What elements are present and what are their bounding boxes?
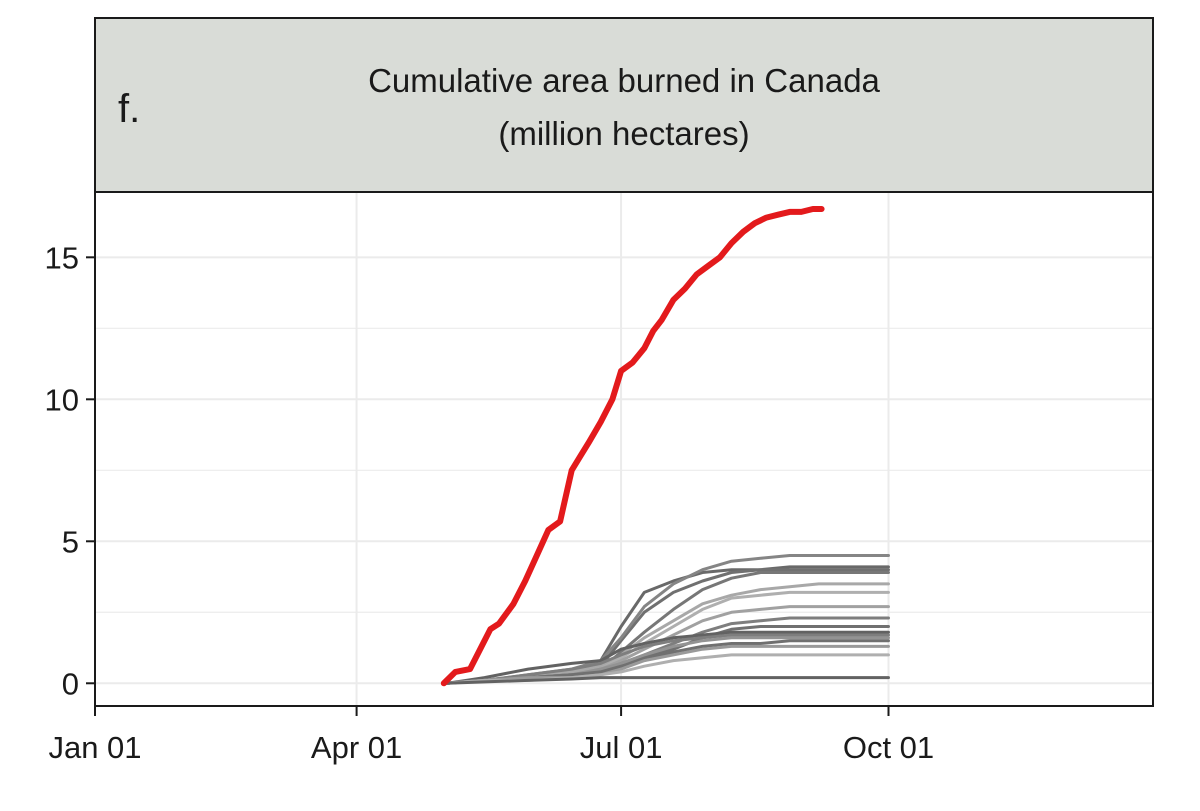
plot-panel <box>95 192 1153 706</box>
y-tick-label: 5 <box>62 524 79 559</box>
current-year-series-group <box>440 206 825 687</box>
historical-series-line-11 <box>445 633 890 685</box>
facet-strip <box>94 17 1154 193</box>
y-tick-label: 0 <box>62 666 79 701</box>
grid <box>94 192 1153 706</box>
y-tick-label: 10 <box>45 382 79 417</box>
panel-label: f. <box>118 87 140 131</box>
x-tick-label: Jul 01 <box>580 730 663 765</box>
historical-series-line-10 <box>445 630 890 685</box>
x-tick-label: Oct 01 <box>843 730 934 765</box>
y-tick-label: 15 <box>45 240 79 275</box>
x-axis: Jan 01 Apr 01 Jul 01 Oct 01 <box>48 706 934 765</box>
y-axis: 0 5 10 15 <box>45 240 95 701</box>
historical-series-group <box>445 554 890 685</box>
chart-title-line1: Cumulative area burned in Canada <box>368 62 880 99</box>
x-tick-label: Jan 01 <box>48 730 141 765</box>
historical-series-line-16 <box>445 676 890 685</box>
current-year-series-line <box>440 206 825 687</box>
plot-border <box>94 191 1154 707</box>
x-tick-label: Apr 01 <box>311 730 402 765</box>
chart-title-line2: (million hectares) <box>498 115 749 152</box>
